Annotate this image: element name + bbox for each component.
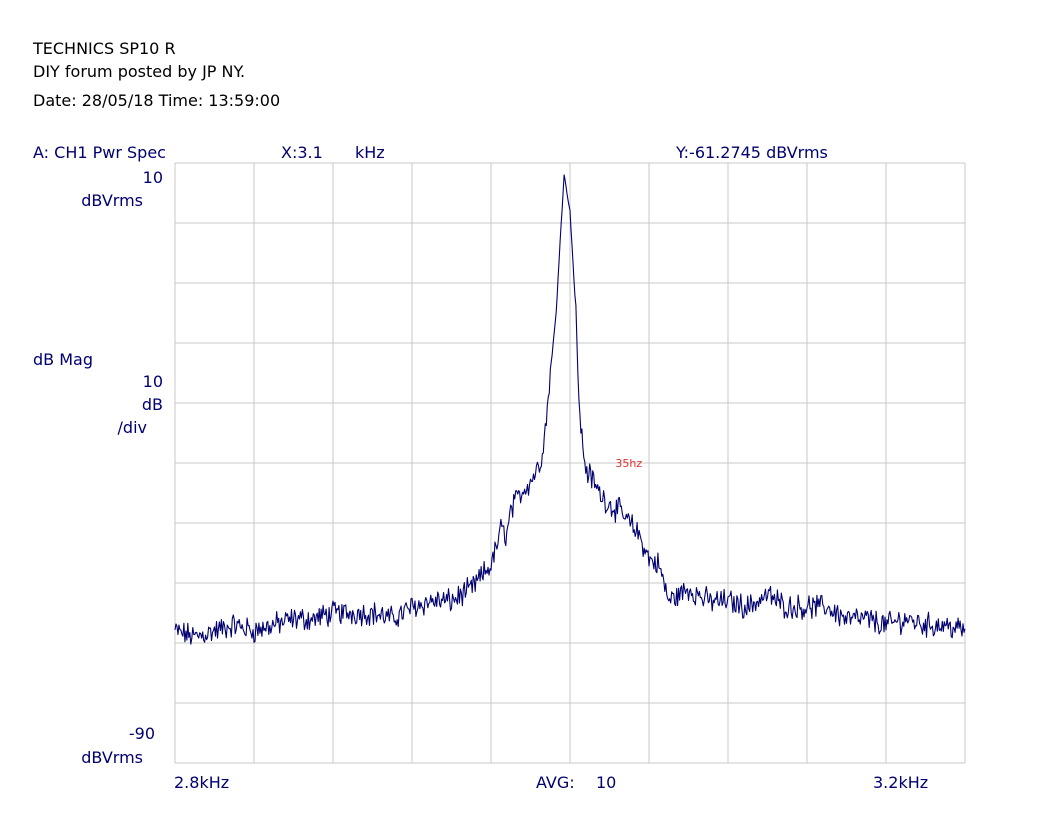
- y-bottom-value: -90: [128, 724, 155, 743]
- y-scale-unit: dB: [141, 395, 163, 414]
- avg-value: 10: [596, 773, 617, 792]
- grid: [174, 162, 966, 764]
- chart-title: TECHNICS SP10 R: [33, 39, 176, 58]
- avg-label: AVG:: [536, 773, 575, 792]
- x-readout: X:3.1: [281, 143, 323, 162]
- y-scale-per-div: /div: [117, 418, 147, 437]
- y-bottom-unit: dBVrms: [81, 748, 143, 767]
- chart-subtitle: DIY forum posted by JP NY.: [33, 62, 246, 81]
- x-readout-unit: kHz: [355, 143, 385, 162]
- y-readout: Y:-61.2745 dBVrms: [676, 143, 828, 162]
- peak-annotation-35hz: 35hz: [615, 457, 642, 470]
- y-axis-mode: dB Mag: [33, 350, 93, 369]
- date-time-line: Date: 28/05/18 Time: 13:59:00: [33, 91, 281, 110]
- y-scale-value: 10: [142, 372, 163, 391]
- spectrum-trace: [174, 174, 966, 645]
- y-top-value: 10: [142, 168, 163, 187]
- x-end-label: 3.2kHz: [873, 773, 929, 792]
- x-start-label: 2.8kHz: [174, 773, 230, 792]
- trace-label: A: CH1 Pwr Spec: [33, 143, 166, 162]
- y-top-unit: dBVrms: [81, 191, 143, 210]
